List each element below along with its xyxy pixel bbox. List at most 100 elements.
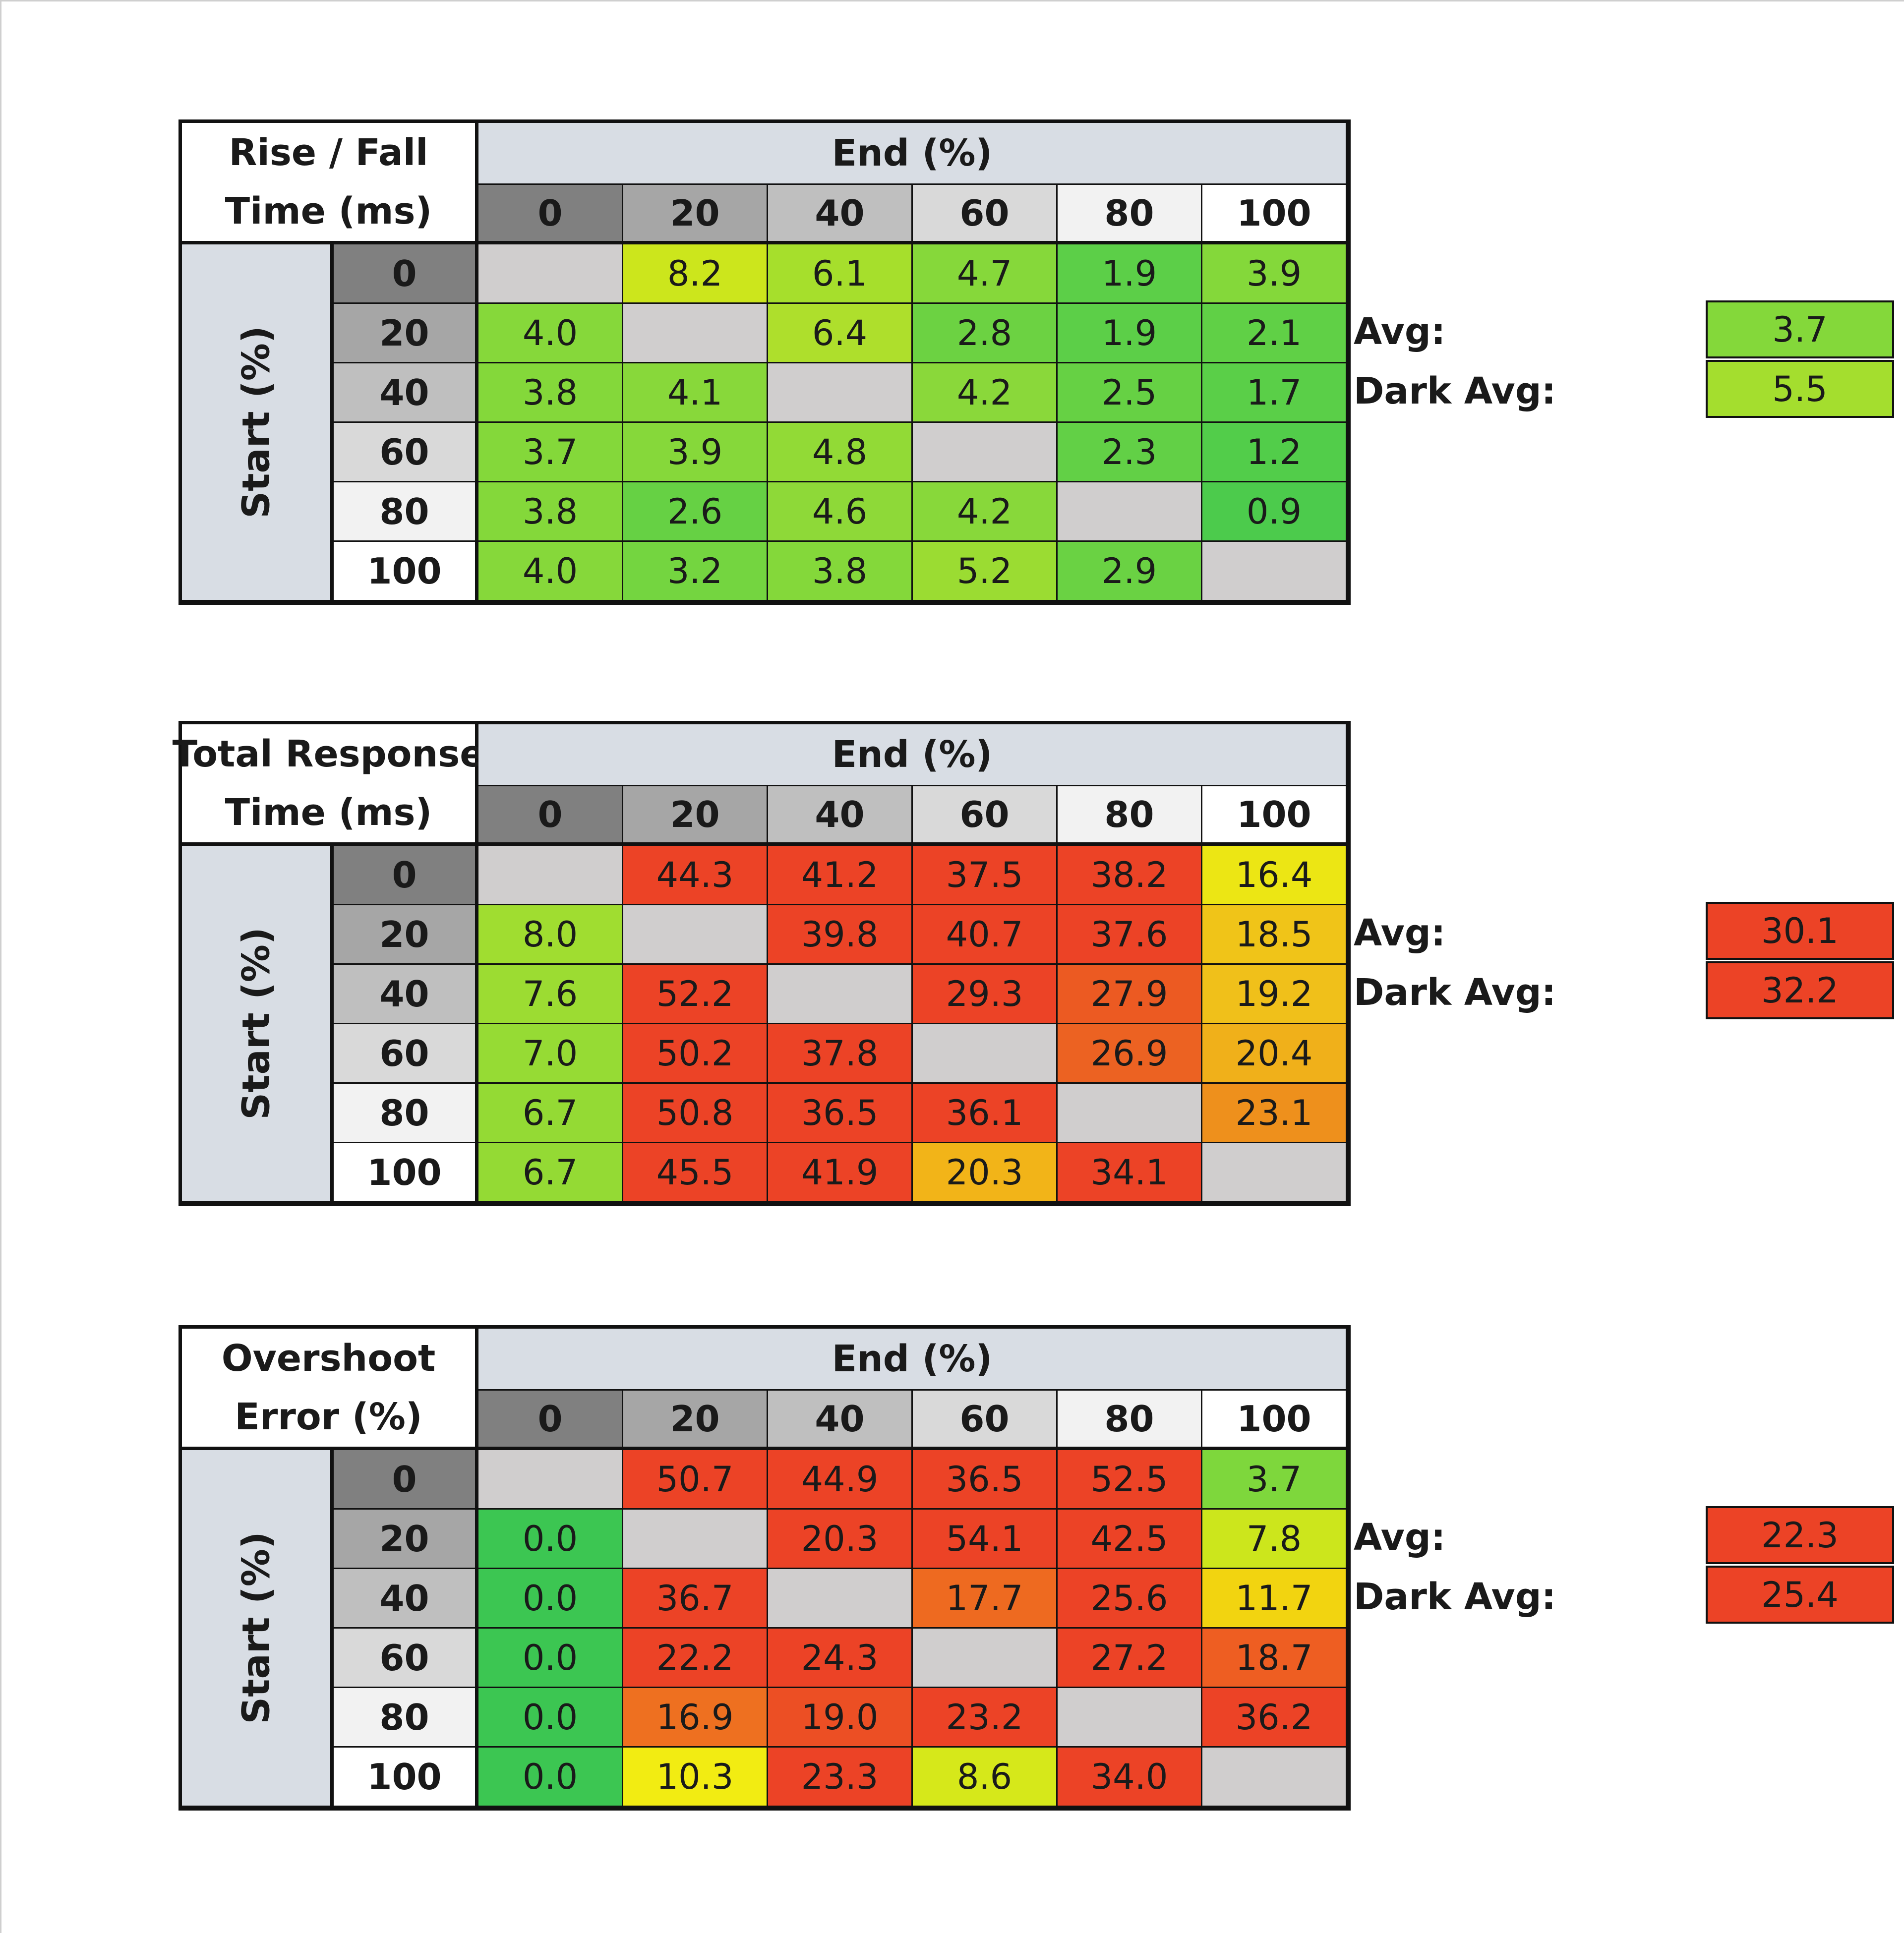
heatmap-cell — [768, 1569, 913, 1629]
heatmap-cell: 0.0 — [478, 1569, 623, 1629]
row-header: 100 — [334, 1143, 478, 1203]
heatmap-cell: 4.8 — [768, 423, 913, 482]
average-label: Avg: — [1354, 912, 1446, 954]
row-header: 80 — [334, 1688, 478, 1748]
dark-average-value: 5.5 — [1706, 360, 1894, 418]
row-header: 60 — [334, 1024, 478, 1084]
heatmap-cell: 1.2 — [1202, 423, 1347, 482]
column-header: 80 — [1058, 786, 1202, 846]
row-header: 60 — [334, 423, 478, 482]
heatmap-cell: 23.2 — [913, 1688, 1058, 1748]
table-title-line: Time (ms) — [225, 791, 432, 834]
column-header: 0 — [478, 786, 623, 846]
average-panel: Avg: 30.1 Dark Avg: 32.2 — [1354, 902, 1894, 1026]
heatmap-cell: 20.4 — [1202, 1024, 1347, 1084]
heatmap-cell: 1.9 — [1058, 244, 1202, 304]
heatmap-cell — [478, 244, 623, 304]
heatmap-cell: 7.6 — [478, 965, 623, 1024]
column-header: 20 — [623, 1391, 768, 1450]
heatmap-cell: 3.8 — [478, 482, 623, 542]
heatmap-cell: 16.4 — [1202, 846, 1347, 905]
row-header: 80 — [334, 1084, 478, 1143]
heatmap-cell: 11.7 — [1202, 1569, 1347, 1629]
dark-average-label: Dark Avg: — [1354, 1576, 1556, 1618]
heatmap-cell — [1058, 1084, 1202, 1143]
heatmap-cell: 45.5 — [623, 1143, 768, 1203]
heatmap-cell: 4.0 — [478, 304, 623, 363]
heatmap-cell: 37.6 — [1058, 905, 1202, 965]
heatmap-cell: 2.9 — [1058, 542, 1202, 601]
row-header: 40 — [334, 965, 478, 1024]
row-header: 100 — [334, 1748, 478, 1807]
heatmap-cell: 24.3 — [768, 1629, 913, 1688]
y-axis-label: Start (%) — [182, 1450, 334, 1807]
heatmap-cell: 20.3 — [913, 1143, 1058, 1203]
row-header: 40 — [334, 363, 478, 423]
heatmap-cell: 34.0 — [1058, 1748, 1202, 1807]
row-header: 100 — [334, 542, 478, 601]
heatmap-cell: 37.8 — [768, 1024, 913, 1084]
heatmap-cell: 16.9 — [623, 1688, 768, 1748]
heatmap-table: Total Response Time (ms) End (%) 0 20 40 60 80 1… — [173, 721, 1894, 1206]
heatmap-cell: 36.5 — [913, 1450, 1058, 1510]
column-header: 40 — [768, 1391, 913, 1450]
heatmap-cell: 23.1 — [1202, 1084, 1347, 1143]
heatmap-cell: 50.2 — [623, 1024, 768, 1084]
heatmap-cell: 25.6 — [1058, 1569, 1202, 1629]
heatmap-cell: 36.5 — [768, 1084, 913, 1143]
heatmap-cell: 4.6 — [768, 482, 913, 542]
page-frame-top — [0, 0, 1904, 1]
row-header: 0 — [334, 244, 478, 304]
x-axis-label: End (%) — [478, 724, 1347, 786]
heatmap-grid: Total Response Time (ms) End (%) 0 20 40 60 80 1… — [173, 721, 1351, 1206]
dark-average-label: Dark Avg: — [1354, 370, 1556, 412]
heatmap-cell — [623, 1510, 768, 1569]
heatmap-cell — [913, 1629, 1058, 1688]
row-header: 60 — [334, 1629, 478, 1688]
heatmap-cell — [478, 1450, 623, 1510]
row-header: 0 — [334, 846, 478, 905]
heatmap-cell: 41.9 — [768, 1143, 913, 1203]
average-value: 3.7 — [1706, 300, 1894, 358]
heatmap-cell — [768, 965, 913, 1024]
heatmap-cell: 39.8 — [768, 905, 913, 965]
heatmap-cell: 0.0 — [478, 1629, 623, 1688]
heatmap-cell: 0.0 — [478, 1688, 623, 1748]
heatmap-cell: 4.7 — [913, 244, 1058, 304]
heatmap-cell: 2.1 — [1202, 304, 1347, 363]
table-title: Rise / Fall Time (ms) — [182, 123, 478, 244]
column-header: 100 — [1202, 1391, 1347, 1450]
heatmap-cell: 2.8 — [913, 304, 1058, 363]
heatmap-cell: 41.2 — [768, 846, 913, 905]
heatmap-cell: 22.2 — [623, 1629, 768, 1688]
table-title-line: Total Response — [172, 733, 485, 775]
column-header: 100 — [1202, 185, 1347, 244]
heatmap-cell: 1.9 — [1058, 304, 1202, 363]
y-axis-label-text: Start (%) — [234, 927, 278, 1120]
column-header: 60 — [913, 786, 1058, 846]
heatmap-cell: 8.0 — [478, 905, 623, 965]
column-header: 20 — [623, 786, 768, 846]
heatmap-table: Rise / Fall Time (ms) End (%) 0 20 40 60 80 100 S… — [178, 119, 1894, 605]
table-title-line: Rise / Fall — [229, 131, 428, 174]
heatmap-cell: 2.3 — [1058, 423, 1202, 482]
heatmap-cell: 50.7 — [623, 1450, 768, 1510]
column-header: 40 — [768, 786, 913, 846]
dark-average-label: Dark Avg: — [1354, 971, 1556, 1014]
heatmap-cell: 3.7 — [478, 423, 623, 482]
heatmap-cell: 23.3 — [768, 1748, 913, 1807]
heatmap-cell — [1058, 1688, 1202, 1748]
heatmap-cell: 36.1 — [913, 1084, 1058, 1143]
heatmap-cell: 27.9 — [1058, 965, 1202, 1024]
column-header: 80 — [1058, 185, 1202, 244]
column-header: 60 — [913, 185, 1058, 244]
column-header: 0 — [478, 185, 623, 244]
row-header: 40 — [334, 1569, 478, 1629]
heatmap-cell: 54.1 — [913, 1510, 1058, 1569]
heatmap-cell: 37.5 — [913, 846, 1058, 905]
average-panel: Avg: 3.7 Dark Avg: 5.5 — [1354, 300, 1894, 424]
heatmap-cell — [623, 304, 768, 363]
heatmap-cell — [913, 1024, 1058, 1084]
heatmap-cell — [623, 905, 768, 965]
heatmap-cell: 2.5 — [1058, 363, 1202, 423]
